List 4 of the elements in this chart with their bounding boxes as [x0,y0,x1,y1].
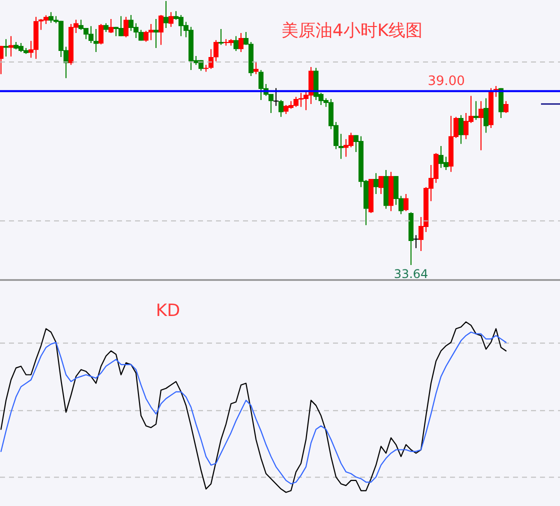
text: 33.64 [394,267,428,282]
text: 美原油4小时K线图 [282,21,422,41]
annotation: 39.00 [428,74,465,90]
chart-title: KD [156,301,180,321]
